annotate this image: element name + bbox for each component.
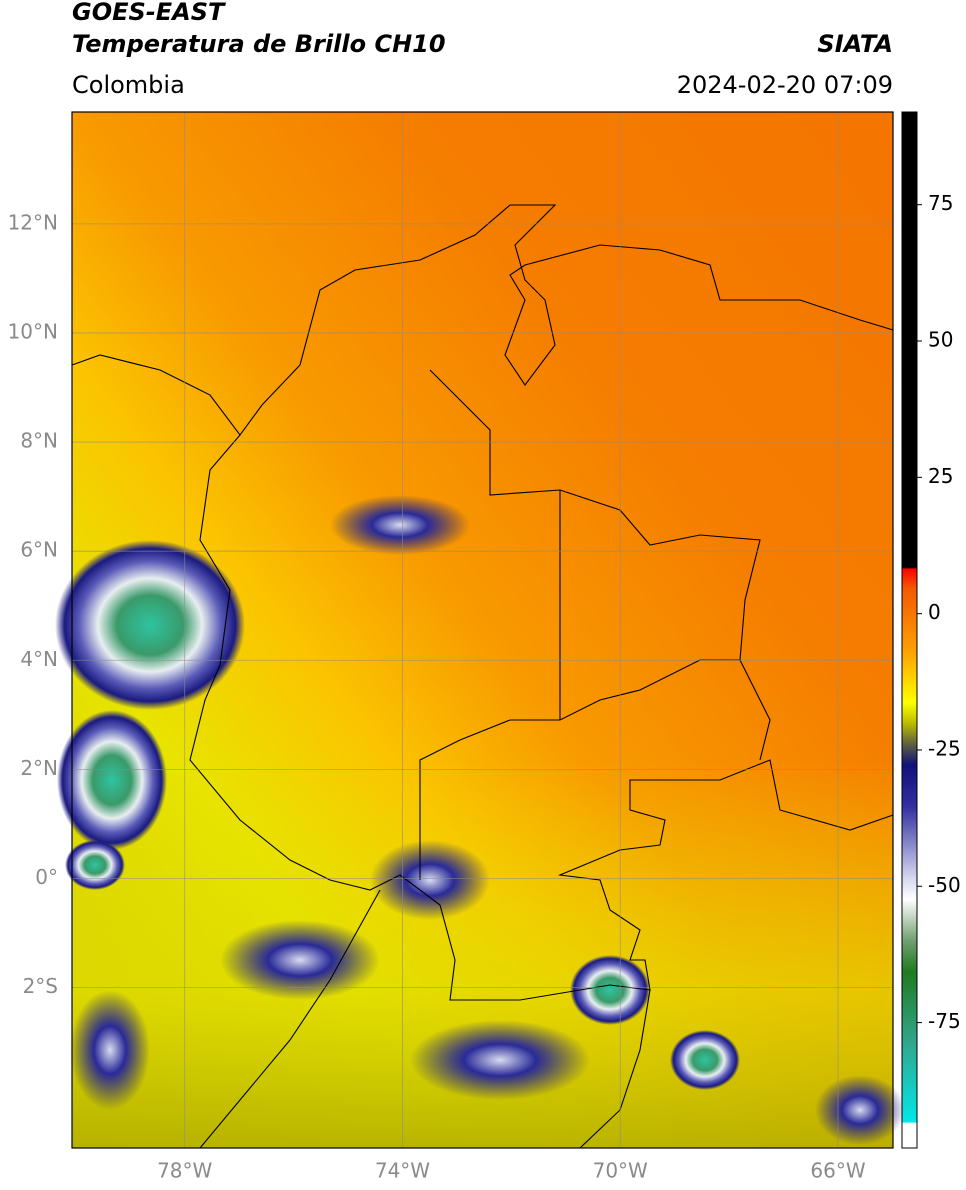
datetime: 2024-02-20 07:09: [677, 71, 893, 99]
colorbar-tick-label: -25: [928, 736, 961, 760]
x-tick-label: 74°W: [375, 1159, 430, 1183]
colorbar-tick-label: 50: [928, 328, 953, 352]
colorbar-tick-label: -75: [928, 1009, 961, 1033]
borders: [71, 204, 894, 1149]
source: SIATA: [817, 30, 893, 58]
colorbar-tick-label: -50: [928, 873, 961, 897]
map-frame: [71, 111, 894, 1149]
y-tick-label: 12°N: [8, 210, 58, 234]
x-tick-label: 66°W: [810, 1159, 865, 1183]
colorbar-tick-label: 25: [928, 464, 953, 488]
colorbar: [901, 111, 918, 1149]
y-tick-label: 2°S: [23, 974, 58, 998]
ticks: 78°W 74°W 70°W 66°W 12°N 10°N 8°N 6°N 4°N 2°N 0° 2°…: [8, 191, 961, 1182]
x-tick-label: 78°W: [157, 1159, 212, 1183]
colorbar-tick-label: 0: [928, 600, 941, 624]
y-tick-label: 0°: [35, 865, 58, 889]
grid: [72, 112, 893, 1148]
y-tick-label: 6°N: [20, 538, 58, 562]
subtitle: Temperatura de Brillo CH10: [72, 30, 446, 58]
region: Colombia: [72, 71, 185, 99]
title: GOES-EAST: [72, 0, 226, 26]
satellite-image: [55, 112, 905, 1148]
y-tick-label: 8°N: [20, 429, 58, 453]
colorbar-tick-label: 75: [928, 191, 953, 215]
y-tick-label: 10°N: [8, 319, 58, 343]
y-tick-label: 2°N: [20, 756, 58, 780]
x-tick-label: 70°W: [593, 1159, 648, 1183]
y-tick-label: 4°N: [20, 647, 58, 671]
